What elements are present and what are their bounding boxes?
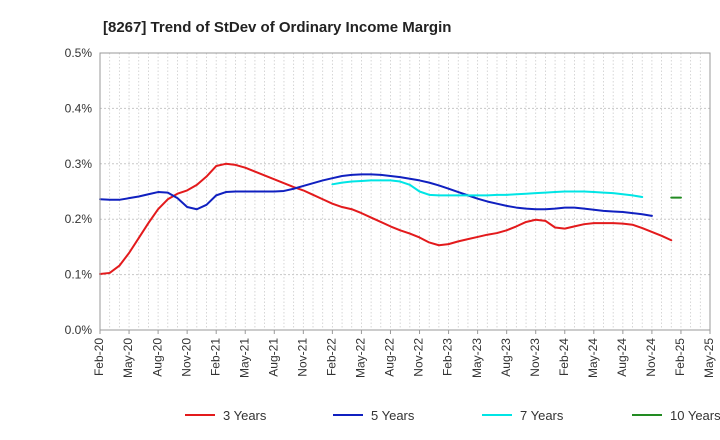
plot-area-border (99, 52, 711, 331)
series-lines (99, 162, 682, 276)
x-tick-label: Feb-21 (208, 338, 222, 376)
x-tick-label: Nov-22 (412, 338, 426, 377)
y-axis: 0.0% 0.1% 0.2% 0.3% 0.4% 0.5% (65, 46, 93, 337)
y-tick-label: 0.4% (65, 101, 93, 115)
x-tick-label: Nov-21 (296, 338, 310, 377)
y-tick-label: 0.0% (65, 323, 93, 337)
x-tick-label: Aug-22 (383, 338, 397, 377)
x-tick-label: May-23 (470, 338, 484, 378)
x-tick-label: Feb-20 (92, 338, 106, 376)
x-tick-label: May-22 (354, 338, 368, 378)
x-tick-label: Aug-23 (499, 338, 513, 377)
x-tick-label: Aug-24 (615, 338, 629, 377)
x-tick-label: May-24 (586, 338, 600, 378)
x-tick-label: May-21 (237, 338, 251, 378)
x-tick-label: Feb-23 (441, 338, 455, 376)
y-tick-label: 0.3% (65, 157, 93, 171)
x-tick-label: Nov-24 (644, 338, 658, 377)
series-line-2 (99, 173, 653, 217)
x-tick-label: Aug-20 (150, 338, 164, 377)
y-tick-label: 0.2% (65, 212, 93, 226)
legend: 3 Years 5 Years 7 Years 10 Years (185, 408, 720, 423)
x-axis: Feb-20 May-20 Aug-20 Nov-20 Feb-21 May-21 Aug-… (92, 330, 716, 378)
x-tick-label: Aug-21 (266, 338, 280, 377)
chart-title: [8267] Trend of StDev of Ordinary Income… (103, 19, 451, 36)
x-tick-label: Feb-22 (325, 338, 339, 376)
series-line-1 (99, 162, 673, 276)
grid-lines (100, 52, 710, 331)
x-tick-label: Feb-24 (557, 338, 571, 376)
y-tick-label: 0.1% (65, 268, 93, 282)
legend-label: 10 Years (670, 408, 720, 423)
x-tick-label: Feb-25 (673, 338, 687, 376)
x-tick-label: May-25 (702, 338, 716, 378)
series-line-3 (331, 179, 644, 199)
legend-label: 3 Years (223, 408, 267, 423)
legend-label: 5 Years (371, 408, 415, 423)
x-tick-label: Nov-20 (179, 338, 193, 377)
x-tick-label: May-20 (121, 338, 135, 378)
x-tick-label: Nov-23 (528, 338, 542, 377)
y-tick-label: 0.5% (65, 46, 93, 60)
legend-label: 7 Years (520, 408, 564, 423)
